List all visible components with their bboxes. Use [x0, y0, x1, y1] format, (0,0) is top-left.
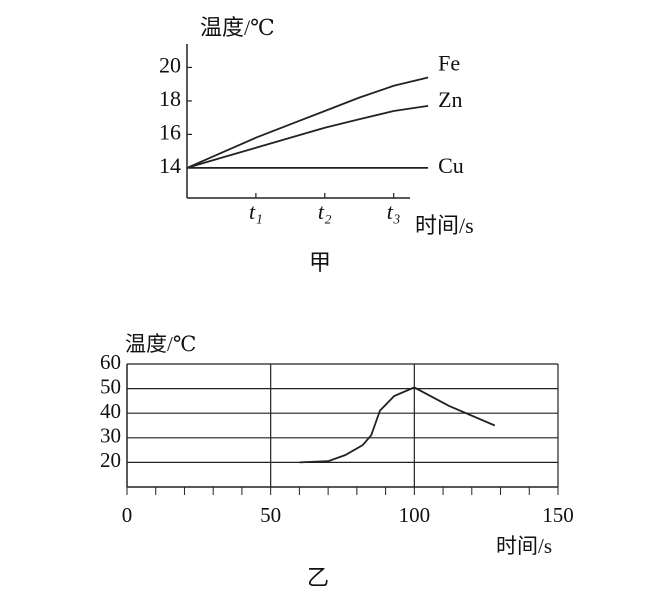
- y-tick-label: 40: [100, 399, 121, 423]
- x-tick-label: 50: [260, 503, 281, 527]
- data-line: [186, 76, 429, 169]
- y-tick-label: 60: [100, 350, 121, 374]
- x-axis-label: 时间/s: [496, 534, 552, 558]
- x-tick-label: t₂: [318, 199, 332, 224]
- series-label: Cu: [438, 153, 464, 178]
- data-line: [186, 105, 429, 169]
- x-tick-label: 150: [542, 503, 574, 527]
- y-tick-label: 14: [159, 153, 181, 178]
- x-tick-label: 0: [122, 503, 133, 527]
- caption: 乙: [307, 565, 329, 590]
- y-tick-label: 30: [100, 424, 121, 448]
- series-label: Zn: [438, 87, 462, 112]
- series-label: Fe: [438, 51, 460, 76]
- x-tick-label: t₃: [387, 199, 401, 224]
- x-axis-label: 时间/s: [415, 213, 474, 238]
- y-tick-label: 18: [159, 86, 181, 111]
- y-tick-label: 20: [159, 52, 181, 77]
- y-tick-label: 16: [159, 119, 181, 144]
- y-tick-label: 50: [100, 374, 121, 398]
- x-tick-label: 100: [399, 503, 431, 527]
- x-tick-label: t₁: [249, 199, 263, 224]
- caption: 甲: [309, 250, 331, 275]
- y-axis-label: 温度/℃: [200, 15, 275, 40]
- y-axis-label: 温度/℃: [125, 332, 196, 356]
- y-tick-label: 20: [100, 448, 121, 472]
- data-line: [299, 386, 496, 464]
